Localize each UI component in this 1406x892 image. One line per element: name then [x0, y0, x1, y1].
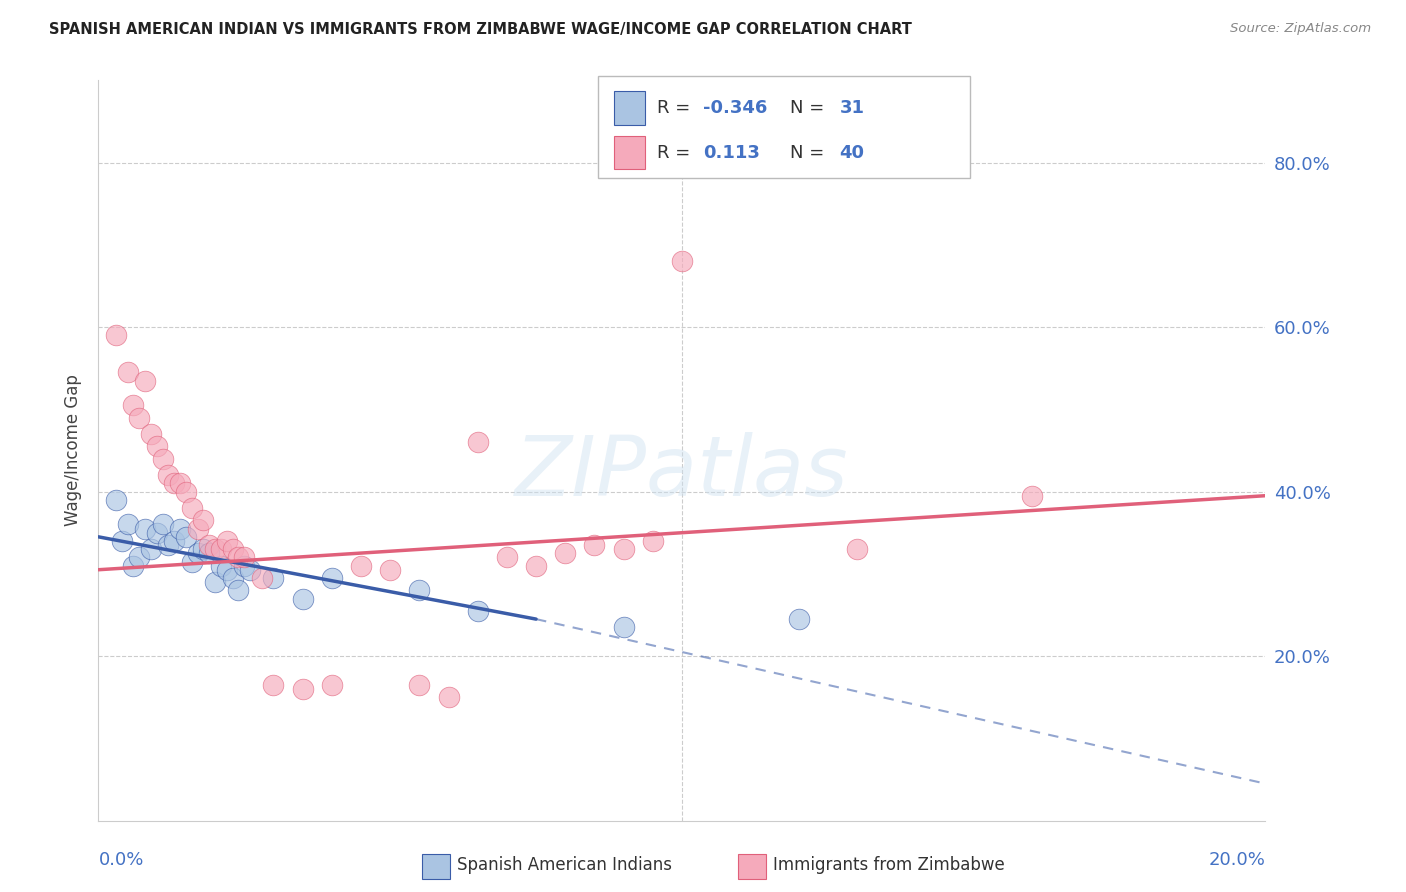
- Point: [1021, 489, 1043, 503]
- Point: [134, 522, 156, 536]
- Point: [321, 678, 343, 692]
- Point: [134, 374, 156, 388]
- Point: [221, 542, 243, 557]
- Point: [163, 533, 186, 548]
- Point: [408, 678, 430, 692]
- Point: [321, 571, 343, 585]
- Point: [583, 538, 606, 552]
- Point: [169, 476, 191, 491]
- Point: [163, 476, 186, 491]
- Point: [152, 517, 174, 532]
- Y-axis label: Wage/Income Gap: Wage/Income Gap: [65, 375, 83, 526]
- Text: ZIPatlas: ZIPatlas: [515, 432, 849, 513]
- Point: [174, 530, 197, 544]
- Point: [204, 542, 226, 557]
- Point: [180, 501, 202, 516]
- Text: 0.0%: 0.0%: [98, 851, 143, 869]
- Point: [380, 563, 402, 577]
- Point: [187, 546, 209, 560]
- Point: [291, 591, 314, 606]
- Point: [262, 571, 284, 585]
- Point: [128, 410, 150, 425]
- Point: [221, 571, 243, 585]
- Point: [496, 550, 519, 565]
- Point: [228, 583, 250, 598]
- Point: [641, 533, 664, 548]
- Point: [215, 533, 238, 548]
- Point: [350, 558, 373, 573]
- Point: [180, 554, 202, 569]
- Point: [122, 558, 145, 573]
- Point: [111, 533, 134, 548]
- Point: [198, 538, 221, 552]
- Text: 20.0%: 20.0%: [1209, 851, 1265, 869]
- Point: [198, 546, 221, 560]
- Point: [437, 690, 460, 705]
- Point: [152, 451, 174, 466]
- Text: Spanish American Indians: Spanish American Indians: [457, 856, 672, 874]
- Point: [187, 522, 209, 536]
- Point: [139, 542, 162, 557]
- Point: [117, 517, 139, 532]
- Point: [104, 328, 127, 343]
- Text: -0.346: -0.346: [703, 99, 768, 117]
- Point: [146, 525, 169, 540]
- Text: R =: R =: [657, 145, 690, 162]
- Point: [193, 542, 215, 557]
- Point: [117, 365, 139, 379]
- Point: [228, 550, 250, 565]
- Point: [104, 492, 127, 507]
- Text: SPANISH AMERICAN INDIAN VS IMMIGRANTS FROM ZIMBABWE WAGE/INCOME GAP CORRELATION : SPANISH AMERICAN INDIAN VS IMMIGRANTS FR…: [49, 22, 912, 37]
- Point: [787, 612, 810, 626]
- Point: [204, 575, 226, 590]
- Point: [209, 542, 232, 557]
- Point: [554, 546, 576, 560]
- Point: [193, 513, 215, 527]
- Text: N =: N =: [790, 99, 824, 117]
- Point: [174, 484, 197, 499]
- Point: [612, 542, 634, 557]
- Point: [846, 542, 869, 557]
- Text: N =: N =: [790, 145, 824, 162]
- Point: [157, 468, 180, 483]
- Point: [250, 571, 273, 585]
- Point: [139, 427, 162, 442]
- Text: Immigrants from Zimbabwe: Immigrants from Zimbabwe: [773, 856, 1005, 874]
- Point: [209, 558, 232, 573]
- Text: R =: R =: [657, 99, 690, 117]
- Text: 0.113: 0.113: [703, 145, 759, 162]
- Point: [233, 550, 256, 565]
- Point: [467, 435, 489, 450]
- Point: [169, 522, 191, 536]
- Point: [239, 563, 262, 577]
- Point: [122, 398, 145, 412]
- Point: [524, 558, 547, 573]
- Point: [146, 439, 169, 453]
- Text: 31: 31: [839, 99, 865, 117]
- Point: [612, 620, 634, 634]
- Point: [215, 563, 238, 577]
- Point: [408, 583, 430, 598]
- Point: [262, 678, 284, 692]
- Text: 40: 40: [839, 145, 865, 162]
- Point: [467, 604, 489, 618]
- Point: [291, 681, 314, 696]
- Text: Source: ZipAtlas.com: Source: ZipAtlas.com: [1230, 22, 1371, 36]
- Point: [233, 558, 256, 573]
- Point: [157, 538, 180, 552]
- Point: [128, 550, 150, 565]
- Point: [671, 254, 693, 268]
